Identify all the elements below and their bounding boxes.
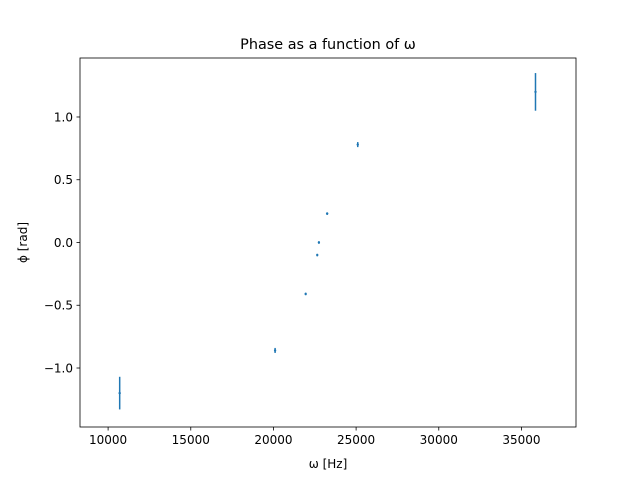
data-point <box>273 349 277 352</box>
y-tick-label: −1.0 <box>44 361 73 375</box>
plot-frame <box>79 57 577 428</box>
y-tick-label: 0.5 <box>54 173 73 187</box>
x-tick-label: 35000 <box>502 433 540 447</box>
y-tick-label: 1.0 <box>54 110 73 124</box>
data-marks <box>118 73 537 410</box>
data-point <box>356 143 359 146</box>
y-tick-label: −0.5 <box>44 299 73 313</box>
x-tick-label: 25000 <box>337 433 375 447</box>
data-point <box>534 90 537 94</box>
data-point <box>325 212 329 215</box>
data-point <box>118 391 121 395</box>
x-tick-label: 15000 <box>172 433 210 447</box>
y-axis-label: ϕ [rad] <box>16 222 30 263</box>
x-tick-label: 10000 <box>89 433 127 447</box>
data-point <box>317 241 321 244</box>
x-axis-ticks: 10000 15000 20000 25000 30000 35000 <box>89 427 541 447</box>
x-tick-label: 20000 <box>254 433 292 447</box>
x-axis-label: ω [Hz] <box>309 457 348 471</box>
y-axis-ticks: 1.0 0.5 0.0 −0.5 −1.0 <box>44 110 80 375</box>
x-tick-label: 30000 <box>420 433 458 447</box>
y-tick-label: 0.0 <box>54 236 73 250</box>
data-point <box>304 292 307 296</box>
chart-title: Phase as a function of ω <box>240 37 416 53</box>
data-point <box>316 253 319 257</box>
